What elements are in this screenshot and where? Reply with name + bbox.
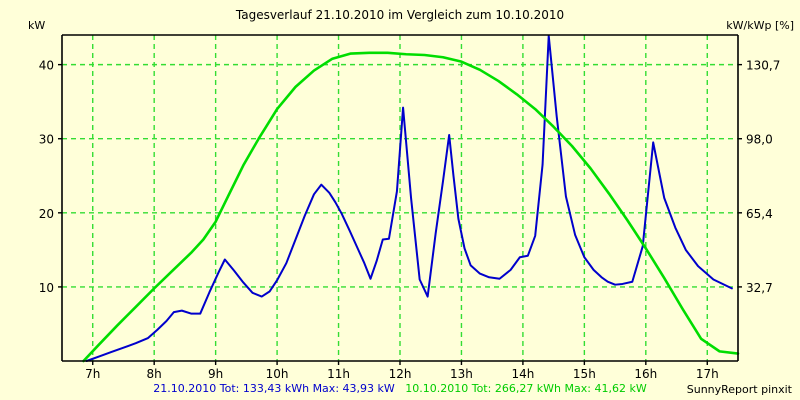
y-tick-label: 30 (39, 133, 54, 147)
x-tick-label: 16h (634, 367, 657, 381)
x-tick-label: 13h (450, 367, 473, 381)
series-line-blue (85, 34, 733, 362)
y-tick-label: 10 (39, 281, 54, 295)
credit-label: SunnyReport pinxit (686, 383, 792, 396)
y2-tick-label: 98,0 (746, 133, 773, 147)
x-tick-label: 7h (85, 367, 100, 381)
y2-tick-label: 130,7 (746, 59, 780, 73)
series-line-green (82, 51, 740, 363)
right-axis-unit-label: kW/kWp [%] (726, 19, 794, 32)
x-tick-label: 10h (266, 367, 289, 381)
legend-green-summary: 10.10.2010 Tot: 266,27 kWh Max: 41,62 kW (405, 382, 647, 395)
chart-legend: 21.10.2010 Tot: 133,43 kWh Max: 43,93 kW… (0, 382, 800, 395)
x-tick-label: 17h (696, 367, 719, 381)
left-axis-unit-label: kW (28, 19, 46, 32)
y2-tick-label: 32,7 (746, 281, 773, 295)
chart-title: Tagesverlauf 21.10.2010 im Vergleich zum… (235, 8, 565, 22)
x-tick-label: 15h (573, 367, 596, 381)
x-tick-label: 14h (511, 367, 534, 381)
x-tick-label: 11h (327, 367, 350, 381)
x-tick-label: 9h (208, 367, 223, 381)
y2-tick-label: 65,4 (746, 207, 773, 221)
y-tick-label: 40 (39, 59, 54, 73)
x-tick-label: 8h (147, 367, 162, 381)
legend-blue-summary: 21.10.2010 Tot: 133,43 kWh Max: 43,93 kW (153, 382, 395, 395)
x-tick-label: 12h (389, 367, 412, 381)
y-tick-label: 20 (39, 207, 54, 221)
